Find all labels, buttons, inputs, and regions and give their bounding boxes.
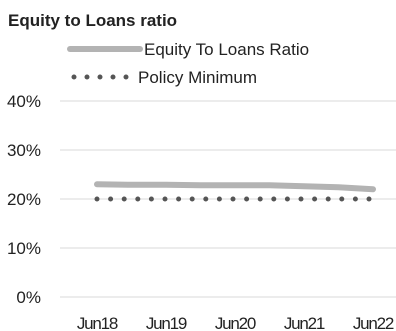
chart-title: Equity to Loans ratio [8, 11, 177, 30]
y-axis-ticks: 0% 10% 20% 30% 40% [7, 92, 41, 307]
y-tick-label: 20% [7, 190, 41, 209]
legend-label-policy-minimum: Policy Minimum [138, 68, 257, 87]
x-tick-label: Jun19 [146, 314, 187, 331]
x-tick-label: Jun22 [353, 314, 394, 331]
y-tick-label: 10% [7, 239, 41, 258]
equity-to-loans-ratio-line [94, 181, 376, 193]
y-tick-label: 40% [7, 92, 41, 111]
y-tick-label: 0% [16, 288, 41, 307]
legend: Equity To Loans Ratio Policy Minimum [67, 40, 309, 87]
x-tick-label: Jun21 [284, 314, 325, 331]
y-tick-label: 30% [7, 141, 41, 160]
x-tick-label: Jun18 [77, 314, 118, 331]
x-axis-ticks: Jun18 Jun19 Jun20 Jun21 Jun22 [77, 314, 395, 331]
legend-label-equity-ratio: Equity To Loans Ratio [144, 40, 309, 59]
series-lines [94, 181, 376, 202]
x-tick-label: Jun20 [215, 314, 256, 331]
